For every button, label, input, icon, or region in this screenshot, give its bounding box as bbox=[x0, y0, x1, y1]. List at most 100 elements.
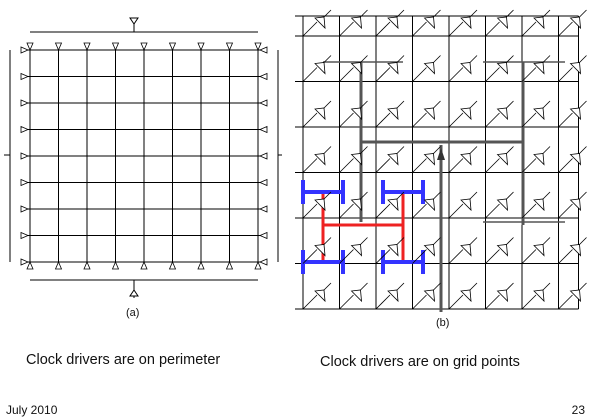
buffer-triangle-icon bbox=[533, 153, 545, 166]
buffer-triangle-icon bbox=[168, 260, 177, 270]
buffer-triangle-icon bbox=[314, 62, 326, 75]
buffer-triangle-icon bbox=[496, 16, 508, 30]
buffer-triangle-icon bbox=[54, 260, 63, 270]
driver-stub bbox=[323, 9, 332, 18]
driver-stub bbox=[412, 158, 427, 173]
driver-stub bbox=[542, 9, 551, 18]
driver-stub bbox=[521, 203, 537, 219]
driver-stub bbox=[558, 203, 573, 219]
buffer-triangle-icon bbox=[314, 153, 326, 166]
buffer-triangle-icon bbox=[350, 153, 362, 166]
buffer-triangle-icon bbox=[387, 198, 399, 212]
buffer-triangle-icon bbox=[258, 152, 268, 160]
driver-stub bbox=[396, 237, 405, 245]
buffer-triangle-icon bbox=[533, 62, 545, 75]
driver-stub bbox=[339, 21, 354, 37]
buffer-triangle-icon bbox=[314, 289, 326, 303]
figure-b-grid-point-drivers bbox=[295, 9, 587, 312]
driver-stub bbox=[506, 237, 514, 245]
driver-stub bbox=[412, 294, 427, 310]
buffer-triangle-icon bbox=[350, 16, 362, 30]
driver-stub bbox=[506, 282, 514, 291]
driver-stub bbox=[485, 203, 500, 219]
driver-stub bbox=[506, 55, 514, 63]
driver-stub bbox=[375, 294, 391, 310]
buffer-triangle-icon bbox=[314, 16, 326, 30]
driver-stub bbox=[302, 112, 318, 128]
buffer-triangle-icon bbox=[197, 260, 205, 270]
driver-stub bbox=[448, 112, 464, 128]
buffer-triangle-icon bbox=[533, 198, 545, 212]
driver-stub bbox=[339, 249, 354, 264]
buffer-triangle-icon bbox=[254, 260, 262, 270]
buffer-triangle-icon bbox=[423, 198, 435, 212]
driver-stub bbox=[396, 9, 405, 18]
driver-stub bbox=[558, 67, 573, 82]
buffer-triangle-icon bbox=[569, 107, 581, 121]
buffer-triangle-icon bbox=[496, 198, 508, 212]
driver-stub bbox=[521, 67, 537, 82]
driver-stub bbox=[469, 100, 478, 109]
driver-stub bbox=[412, 203, 427, 219]
buffer-triangle-icon bbox=[54, 42, 63, 52]
buffer-triangle-icon bbox=[387, 289, 399, 303]
driver-stub bbox=[302, 21, 318, 37]
figure-a-caption: Clock drivers are on perimeter bbox=[26, 352, 221, 368]
driver-stub bbox=[448, 203, 464, 219]
driver-stub bbox=[396, 146, 405, 154]
figure-b-caption: Clock drivers are on grid points bbox=[320, 354, 520, 370]
driver-stub bbox=[542, 282, 551, 291]
arrow-up-icon bbox=[437, 148, 445, 160]
driver-stub bbox=[396, 191, 405, 200]
buffer-triangle-icon bbox=[20, 231, 30, 240]
driver-stub bbox=[485, 294, 500, 310]
buffer-triangle-icon bbox=[111, 42, 120, 52]
driver-stub bbox=[542, 146, 551, 154]
buffer-triangle-icon bbox=[314, 244, 326, 257]
arrow-down-icon bbox=[129, 17, 139, 25]
driver-stub bbox=[412, 21, 427, 37]
driver-stub bbox=[433, 282, 441, 291]
driver-stub bbox=[433, 100, 441, 109]
driver-stub bbox=[506, 146, 514, 154]
figure-a-perimeter-grid bbox=[4, 17, 282, 298]
driver-stub bbox=[433, 9, 441, 18]
buffer-triangle-icon bbox=[258, 125, 268, 134]
driver-stub bbox=[396, 100, 405, 109]
driver-stub bbox=[485, 21, 500, 37]
buffer-triangle-icon bbox=[26, 260, 34, 270]
driver-stub bbox=[412, 249, 427, 264]
buffer-triangle-icon bbox=[569, 16, 581, 30]
driver-stub bbox=[323, 55, 332, 63]
buffer-triangle-icon bbox=[496, 62, 508, 75]
buffer-triangle-icon bbox=[83, 42, 91, 52]
buffer-triangle-icon bbox=[496, 244, 508, 257]
buffer-triangle-icon bbox=[460, 198, 472, 212]
driver-stub bbox=[323, 191, 332, 200]
driver-stub bbox=[323, 282, 332, 291]
driver-stub bbox=[579, 55, 587, 63]
driver-stub bbox=[469, 237, 478, 245]
driver-stub bbox=[302, 203, 318, 219]
driver-stub bbox=[360, 55, 368, 63]
buffer-triangle-icon bbox=[569, 153, 581, 166]
buffer-triangle-icon bbox=[460, 244, 472, 257]
buffer-triangle-icon bbox=[314, 107, 326, 121]
grid-point-drivers bbox=[302, 9, 587, 310]
buffer-triangle-icon bbox=[350, 244, 362, 257]
driver-stub bbox=[375, 67, 391, 82]
buffer-triangle-icon bbox=[20, 152, 30, 160]
buffer-triangle-icon bbox=[423, 289, 435, 303]
page-number: 23 bbox=[571, 403, 585, 417]
driver-stub bbox=[375, 158, 391, 173]
buffer-triangle-icon bbox=[387, 107, 399, 121]
buffer-triangle-icon bbox=[20, 125, 30, 134]
driver-stub bbox=[412, 67, 427, 82]
driver-stub bbox=[448, 158, 464, 173]
buffer-triangle-icon bbox=[460, 153, 472, 166]
buffer-triangle-icon bbox=[225, 42, 234, 52]
buffer-triangle-icon bbox=[258, 205, 268, 213]
figure-a-label: (a) bbox=[126, 307, 140, 319]
buffer-triangle-icon bbox=[423, 244, 435, 257]
driver-stub bbox=[339, 67, 354, 82]
